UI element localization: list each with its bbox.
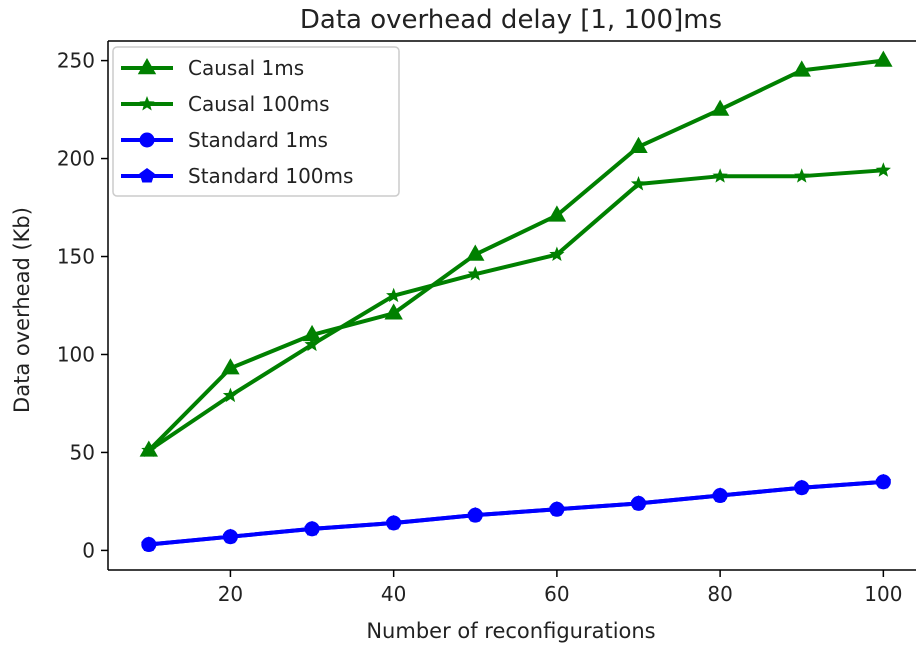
- x-ticks: 20 40 60 80 100: [218, 570, 902, 606]
- data-point: [304, 336, 320, 352]
- x-tick-label: 20: [218, 582, 243, 606]
- data-point: [629, 136, 648, 153]
- data-point: [630, 495, 647, 510]
- data-point: [630, 176, 647, 191]
- legend-box: [112, 46, 400, 197]
- legend-swatch-marker: [139, 96, 155, 111]
- data-point: [792, 60, 811, 77]
- data-point: [712, 168, 728, 183]
- data-point: [222, 528, 239, 544]
- data-point: [547, 205, 567, 222]
- x-tick-label: 40: [381, 582, 406, 606]
- y-tick-label: 0: [82, 538, 95, 562]
- data-point: [794, 168, 810, 183]
- legend-item: Standard 1ms: [121, 128, 328, 152]
- data-point: [710, 99, 730, 116]
- y-tick-label: 100: [57, 342, 95, 366]
- data-point: [466, 244, 485, 261]
- data-point: [302, 324, 322, 342]
- data-point: [467, 266, 483, 281]
- series-line: [147, 168, 884, 453]
- data-point: [875, 473, 891, 489]
- x-tick-label: 100: [864, 582, 902, 606]
- series-causal-1ms: [139, 50, 893, 457]
- legend: Causal 1ms Causal 100ms Standard 1ms Standa…: [112, 46, 400, 197]
- data-point: [304, 520, 320, 536]
- series-layer: [139, 50, 893, 553]
- data-point: [386, 287, 402, 303]
- legend-item: Causal 1ms: [121, 56, 304, 80]
- data-point: [549, 246, 565, 262]
- data-point: [875, 162, 891, 177]
- data-point: [386, 514, 402, 530]
- series-standard-100ms: [141, 473, 891, 551]
- data-point: [467, 507, 483, 522]
- legend-swatch-marker: [137, 58, 157, 75]
- data-point: [141, 536, 157, 551]
- y-tick-label: 50: [70, 440, 95, 464]
- y-ticks: 0 50 100 150 200 250: [57, 49, 108, 562]
- y-tick-label: 150: [57, 245, 95, 269]
- legend-label: Standard 1ms: [188, 128, 328, 152]
- data-point: [141, 442, 157, 457]
- legend-item: Causal 100ms: [121, 92, 330, 116]
- data-point: [221, 358, 240, 375]
- y-tick-label: 200: [57, 147, 95, 171]
- data-point: [712, 487, 728, 503]
- x-tick-label: 60: [544, 582, 569, 606]
- legend-label: Causal 1ms: [188, 56, 304, 80]
- data-point: [549, 501, 565, 516]
- data-point: [384, 303, 403, 320]
- x-tick-label: 80: [707, 582, 732, 606]
- data-point: [794, 479, 810, 495]
- legend-swatch-marker: [139, 168, 155, 183]
- x-axis-label: Number of reconfigurations: [366, 619, 655, 643]
- data-point: [222, 387, 239, 403]
- legend-label: Causal 100ms: [188, 92, 330, 116]
- series-line: [148, 479, 884, 547]
- y-axis-label: Data overhead (Kb): [10, 207, 34, 413]
- y-tick-label: 250: [57, 49, 95, 73]
- chart-title: Data overhead delay [1, 100]ms: [300, 5, 722, 35]
- legend-item: Standard 100ms: [121, 164, 353, 188]
- series-line: [147, 58, 884, 452]
- legend-swatch-marker: [139, 132, 155, 148]
- data-point: [874, 50, 893, 67]
- series-causal-100ms: [141, 162, 891, 457]
- legend-label: Standard 100ms: [188, 164, 353, 188]
